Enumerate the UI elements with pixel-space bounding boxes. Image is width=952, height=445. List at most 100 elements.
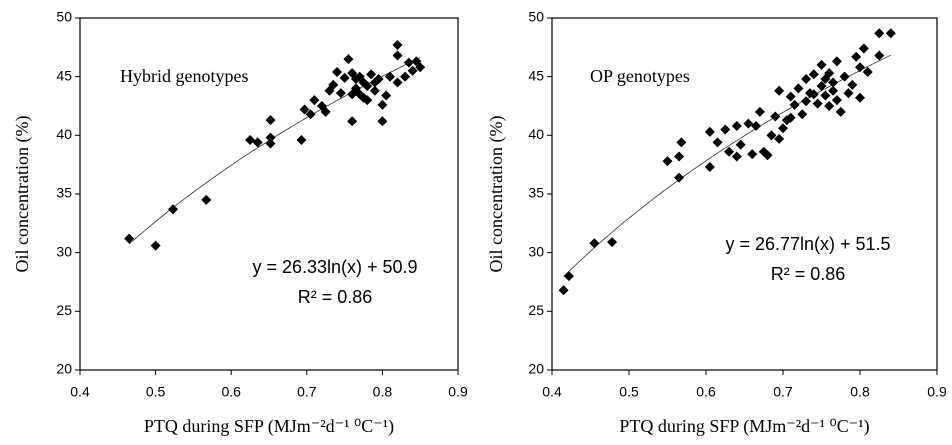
data-point — [770, 111, 781, 122]
data-point — [328, 79, 339, 90]
data-point — [309, 95, 320, 106]
data-point — [299, 104, 310, 115]
x-tick-label: 0.8 — [850, 384, 870, 400]
data-point — [320, 106, 331, 117]
x-tick-label: 0.4 — [70, 384, 90, 400]
data-point — [731, 120, 742, 131]
x-tick-label: 0.5 — [146, 384, 166, 400]
data-point — [332, 66, 343, 77]
x-tick-label: 0.7 — [773, 384, 793, 400]
data-point — [774, 133, 785, 144]
data-point — [839, 71, 850, 82]
data-point — [362, 81, 373, 92]
data-point — [751, 120, 762, 131]
data-point — [607, 237, 618, 248]
y-tick-label: 30 — [528, 243, 544, 259]
data-point — [201, 194, 212, 205]
data-point — [265, 138, 276, 149]
data-point — [245, 135, 256, 146]
y-tick-label: 40 — [56, 126, 72, 142]
data-point — [735, 139, 746, 150]
data-point — [862, 66, 873, 77]
data-point — [377, 99, 388, 110]
data-point — [828, 85, 839, 96]
data-point — [778, 123, 788, 134]
data-point — [335, 88, 346, 99]
data-point — [785, 112, 796, 123]
data-point — [808, 69, 819, 80]
data-point — [381, 90, 392, 101]
data-point — [816, 81, 827, 92]
data-point — [377, 116, 388, 127]
data-point — [820, 74, 831, 85]
x-tick-label: 0.4 — [542, 384, 562, 400]
y-tick-label: 35 — [56, 185, 72, 201]
data-point — [676, 137, 687, 148]
data-point — [704, 162, 715, 173]
x-tick-label: 0.9 — [927, 384, 947, 400]
data-point — [265, 132, 276, 143]
y-tick-label: 25 — [56, 302, 72, 318]
data-point — [754, 106, 765, 117]
data-point — [392, 77, 403, 88]
data-point — [674, 172, 685, 183]
x-axis-label: PTQ during SFP (MJm⁻²d⁻¹ ⁰C⁻¹) — [144, 416, 394, 437]
data-point — [843, 88, 854, 99]
data-point — [797, 109, 808, 120]
data-point — [384, 71, 395, 82]
data-point — [296, 135, 307, 146]
data-point — [704, 126, 715, 137]
y-tick-label: 45 — [528, 67, 544, 83]
data-point — [874, 28, 885, 39]
data-point — [674, 151, 685, 162]
data-point — [747, 149, 758, 160]
data-point — [847, 79, 858, 90]
data-point — [347, 89, 358, 100]
data-point — [724, 146, 735, 157]
y-tick-label: 30 — [56, 243, 72, 259]
data-point — [563, 271, 574, 282]
data-point — [415, 62, 426, 73]
data-point — [731, 151, 742, 162]
y-tick-label: 25 — [528, 302, 544, 318]
y-tick-label: 35 — [528, 185, 544, 201]
x-tick-label: 0.8 — [373, 384, 393, 400]
data-point — [265, 115, 276, 126]
data-point — [816, 59, 827, 70]
data-point — [801, 74, 812, 85]
data-point — [785, 91, 796, 102]
data-point — [369, 77, 380, 88]
data-point — [350, 74, 361, 85]
data-point — [820, 90, 831, 101]
data-point — [858, 43, 869, 54]
x-tick-label: 0.5 — [619, 384, 639, 400]
data-point — [885, 28, 896, 39]
data-point — [855, 62, 865, 73]
data-point — [305, 109, 316, 120]
data-point — [712, 137, 723, 148]
data-point — [124, 233, 135, 244]
data-point — [392, 50, 403, 61]
r-squared: R² = 0.86 — [298, 287, 373, 307]
data-point — [835, 106, 846, 117]
data-point — [167, 204, 178, 215]
y-tick-label: 45 — [56, 67, 72, 83]
data-point — [801, 96, 812, 107]
data-point — [720, 124, 731, 135]
r-squared: R² = 0.86 — [771, 264, 846, 284]
data-point — [662, 156, 673, 167]
x-tick-label: 0.6 — [696, 384, 716, 400]
data-point — [358, 92, 369, 103]
data-point — [812, 98, 823, 109]
y-tick-label: 20 — [528, 361, 544, 377]
data-point — [828, 77, 839, 88]
x-tick-label: 0.9 — [448, 384, 468, 400]
data-point — [851, 51, 862, 62]
data-point — [369, 85, 380, 96]
data-point — [831, 95, 842, 106]
data-point — [789, 99, 800, 110]
data-point — [558, 285, 569, 296]
data-point — [392, 39, 403, 50]
x-tick-label: 0.6 — [221, 384, 241, 400]
